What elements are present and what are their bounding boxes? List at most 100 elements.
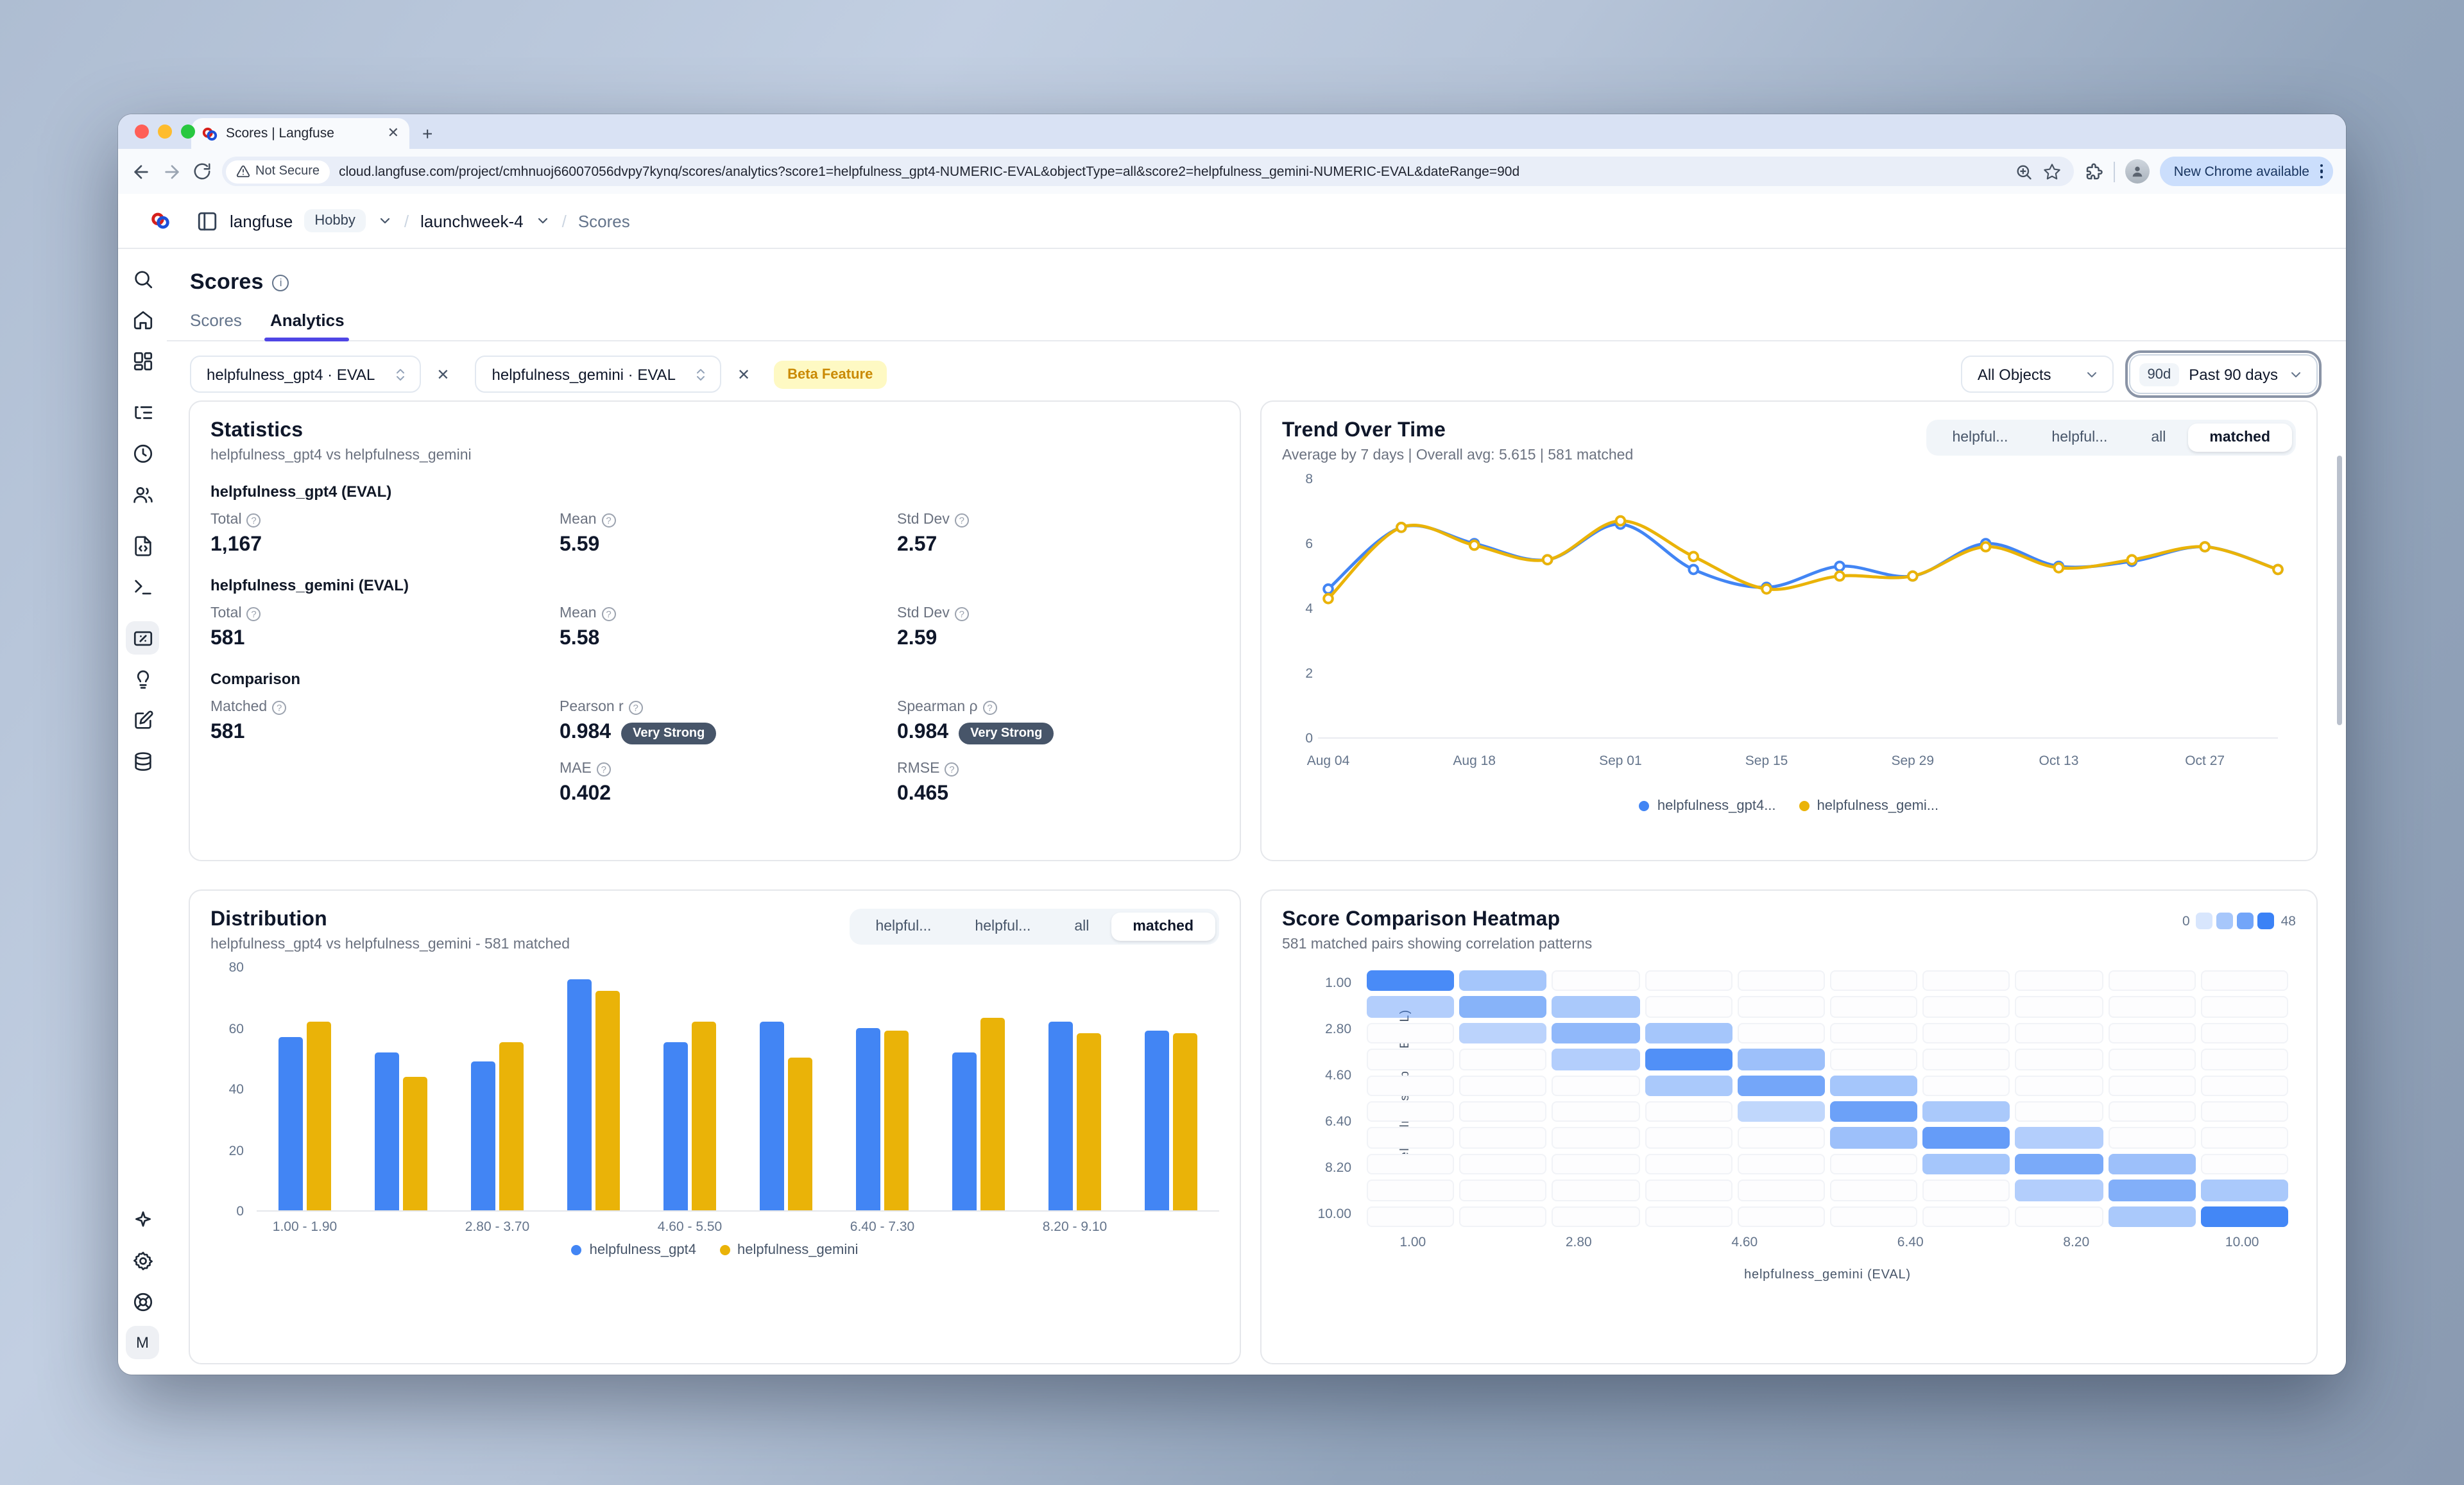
heatmap-cell	[1367, 1180, 1455, 1201]
stat-label: MAE ?	[560, 761, 897, 777]
help-icon[interactable]: ?	[628, 700, 643, 714]
heatmap-cell	[1367, 1101, 1455, 1122]
svg-text:4: 4	[1305, 601, 1313, 616]
score1-select[interactable]: helpfulness_gpt4 · EVAL	[190, 356, 422, 393]
bar-helpfulness_gpt4	[567, 979, 592, 1210]
help-icon[interactable]: ?	[246, 513, 261, 527]
sidebar-item-support[interactable]	[126, 1285, 159, 1318]
url-text[interactable]: cloud.langfuse.com/project/cmhnuoj660070…	[339, 164, 1520, 179]
y-axis-tick: 1.00	[1325, 975, 1351, 991]
segment-option-1[interactable]: helpful...	[953, 913, 1052, 941]
x-axis-tick: 6.40 - 7.30	[850, 1219, 915, 1235]
bar-helpfulness_gemini	[980, 1018, 1005, 1210]
help-icon[interactable]: ?	[246, 606, 261, 621]
heatmap-cell	[2015, 996, 2103, 1018]
segment-option-3[interactable]: matched	[2187, 424, 2292, 452]
profile-avatar[interactable]	[2125, 159, 2150, 184]
stat-value: 2.57	[897, 534, 937, 556]
help-icon[interactable]: ?	[954, 606, 969, 621]
x-axis-tick	[738, 1219, 834, 1235]
address-bar[interactable]: Not Secure cloud.langfuse.com/project/cm…	[222, 157, 2074, 186]
heatmap-cell	[2015, 1180, 2103, 1201]
forward-icon[interactable]	[162, 161, 182, 182]
new-tab-button[interactable]: +	[422, 123, 433, 144]
breadcrumb-project[interactable]: launchweek-4	[420, 211, 524, 230]
org-chevron-down-icon[interactable]	[377, 213, 393, 228]
help-icon[interactable]: ?	[954, 513, 969, 527]
heatmap-cell	[1459, 996, 1547, 1018]
help-icon[interactable]: ?	[272, 700, 287, 714]
sidebar-item-settings[interactable]	[126, 1244, 159, 1277]
segment-option-0[interactable]: helpful...	[1930, 424, 2030, 452]
sidebar-item-ask-ai[interactable]	[126, 1203, 159, 1236]
strength-badge: Very Strong	[621, 722, 717, 744]
svg-text:6: 6	[1305, 536, 1313, 551]
page-scrollbar[interactable]	[2337, 456, 2342, 725]
sidebar-item-sessions[interactable]	[126, 436, 159, 470]
sidebar-item-home[interactable]	[126, 303, 159, 336]
sidebar-item-annotation[interactable]	[126, 703, 159, 737]
browser-menu-icon[interactable]	[2317, 164, 2325, 179]
new-chrome-available-button[interactable]: New Chrome available	[2159, 157, 2333, 186]
heatmap-cell	[1645, 1153, 1733, 1175]
zoom-icon[interactable]	[2015, 162, 2033, 180]
svg-text:Sep 29: Sep 29	[1891, 753, 1934, 768]
heatmap-cell	[2108, 1049, 2196, 1070]
heatmap-cell	[1367, 1127, 1455, 1149]
sidebar-item-tracing[interactable]	[126, 395, 159, 429]
window-minimize-button[interactable]	[158, 124, 172, 139]
sidebar-item-prompts[interactable]	[126, 529, 159, 562]
segment-option-3[interactable]: matched	[1111, 913, 1215, 941]
breadcrumb-org[interactable]: langfuse	[230, 211, 293, 230]
sidebar-item-users[interactable]	[126, 477, 159, 511]
breadcrumb-page: Scores	[578, 211, 630, 230]
heatmap-cell	[1552, 996, 1640, 1018]
sidebar-toggle-icon[interactable]	[196, 210, 218, 232]
back-icon[interactable]	[131, 161, 151, 182]
window-zoom-button[interactable]	[181, 124, 195, 139]
stat-cell: Total ? 1,167	[210, 512, 560, 557]
info-icon[interactable]: i	[272, 274, 289, 291]
segment-option-1[interactable]: helpful...	[2030, 424, 2129, 452]
dashboard-icon	[132, 350, 153, 372]
sidebar-item-datasets[interactable]	[126, 744, 159, 778]
help-icon[interactable]: ?	[601, 513, 616, 527]
browser-tab[interactable]: Scores | Langfuse ✕	[191, 118, 409, 149]
heatmap-cell	[2108, 1127, 2196, 1149]
score1-remove-icon[interactable]: ✕	[431, 365, 454, 383]
help-icon[interactable]: ?	[982, 700, 997, 714]
sidebar-item-llm-as-judge[interactable]	[126, 662, 159, 696]
help-icon[interactable]: ?	[596, 762, 611, 776]
user-avatar[interactable]: M	[126, 1326, 159, 1359]
heatmap-panel: Score Comparison Heatmap 581 matched pai…	[1260, 889, 2318, 1364]
tab-analytics[interactable]: Analytics	[264, 311, 350, 341]
y-axis-tick: 0	[236, 1204, 244, 1219]
bar-helpfulness_gemini	[1077, 1033, 1101, 1210]
sidebar-item-playground[interactable]	[126, 570, 159, 603]
score2-select[interactable]: helpfulness_gemini · EVAL	[475, 356, 722, 393]
scale-swatch	[2216, 913, 2234, 929]
tab-scores[interactable]: Scores	[190, 311, 242, 340]
project-chevron-down-icon[interactable]	[535, 213, 551, 228]
extensions-icon[interactable]	[2084, 162, 2103, 181]
sidebar-item-scores[interactable]	[126, 621, 159, 655]
bookmark-star-icon[interactable]	[2043, 162, 2061, 180]
date-range-select[interactable]: 90d Past 90 days	[2125, 350, 2322, 398]
plan-badge[interactable]: Hobby	[304, 209, 366, 232]
reload-icon[interactable]	[193, 162, 212, 181]
object-type-select[interactable]: All Objects	[1960, 356, 2114, 393]
tab-close-icon[interactable]: ✕	[387, 125, 399, 141]
sidebar-item-search[interactable]	[126, 262, 159, 295]
segment-option-2[interactable]: all	[2129, 424, 2187, 452]
svg-text:Oct 27: Oct 27	[2185, 753, 2225, 768]
gear-icon	[132, 1249, 153, 1271]
segment-option-0[interactable]: helpful...	[853, 913, 953, 941]
sidebar-item-dashboards[interactable]	[126, 344, 159, 377]
window-close-button[interactable]	[135, 124, 149, 139]
segment-option-2[interactable]: all	[1052, 913, 1111, 941]
help-icon[interactable]: ?	[945, 762, 959, 776]
score2-remove-icon[interactable]: ✕	[732, 365, 755, 383]
stat-cell: Total ? 581	[210, 606, 560, 651]
help-icon[interactable]: ?	[601, 606, 616, 621]
not-secure-chip[interactable]: Not Secure	[226, 160, 330, 183]
